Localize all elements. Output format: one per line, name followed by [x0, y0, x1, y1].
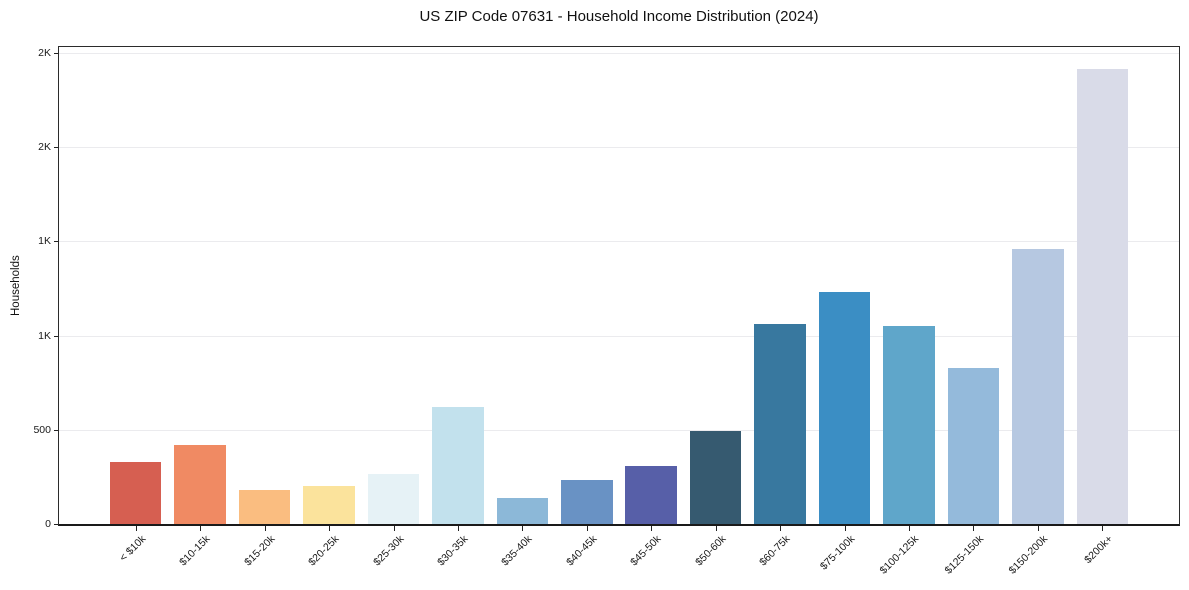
x-tick-mark-12 — [909, 526, 910, 531]
gridline-500 — [59, 429, 1179, 431]
y-tick-label-1000: 1K — [38, 329, 51, 342]
bar-$40-45k — [561, 479, 613, 524]
x-tick-label-3: $20-25k — [306, 533, 342, 569]
bar-$200k+ — [1076, 69, 1129, 524]
x-tick-label-13: $125-150k — [942, 533, 986, 577]
x-tick-mark-5 — [457, 526, 459, 531]
x-tick-label-10: $60-75k — [757, 533, 793, 569]
x-tick-label-0: < $10k — [117, 533, 149, 564]
x-tick-label-5: $30-35k — [435, 533, 471, 569]
x-tick-label-11: $75-100k — [817, 533, 857, 573]
x-tick-label-1: $10-15k — [177, 533, 213, 569]
y-tick-label-0: 0 — [45, 518, 51, 530]
x-tick-mark-4 — [393, 526, 395, 531]
bar-$125-150k — [947, 367, 1000, 524]
y-tick-label-2500: 2K — [38, 46, 51, 59]
bar-$10-15k — [174, 444, 226, 524]
gridline-1000 — [59, 335, 1179, 337]
x-tick-label-4: $25-30k — [370, 533, 406, 569]
y-tick-mark-0 — [54, 524, 58, 525]
x-tick-mark-6 — [522, 526, 524, 531]
bar-$100-125k — [883, 326, 935, 524]
chart-title: US ZIP Code 07631 - Household Income Dis… — [419, 8, 819, 25]
bar-$45-50k — [625, 465, 677, 524]
bar-$15-20k — [238, 490, 291, 524]
y-tick-mark-500 — [54, 429, 58, 431]
y-tick-mark-2500 — [54, 52, 58, 54]
x-tick-label-8: $45-50k — [628, 533, 664, 569]
x-tick-mark-2 — [264, 526, 266, 531]
bar-$50-60k — [689, 431, 742, 524]
y-tick-label-2000: 2K — [38, 140, 51, 153]
bar-$30-35k — [432, 407, 484, 524]
bar-< $10k — [109, 462, 162, 524]
bar-$75-100k — [818, 291, 871, 524]
bar-$150-200k — [1012, 248, 1064, 524]
x-tick-mark-3 — [329, 526, 330, 531]
x-tick-mark-9 — [715, 526, 717, 531]
x-tick-label-2: $15-20k — [241, 533, 278, 569]
x-tick-mark-8 — [651, 526, 653, 531]
bar-$35-40k — [496, 498, 549, 524]
x-tick-mark-7 — [586, 526, 588, 531]
x-tick-mark-14 — [1037, 526, 1039, 531]
x-tick-label-9: $50-60k — [692, 533, 729, 569]
bar-$25-30k — [367, 473, 420, 524]
plot-area — [58, 46, 1180, 526]
x-tick-mark-13 — [973, 526, 975, 531]
y-tick-mark-2000 — [54, 146, 58, 148]
bar-$20-25k — [303, 486, 355, 524]
y-tick-label-1500: 1K — [38, 235, 51, 248]
x-tick-label-12: $100-125k — [877, 533, 922, 577]
gridline-2000 — [59, 146, 1179, 148]
x-tick-mark-11 — [844, 526, 846, 531]
x-tick-mark-1 — [200, 526, 202, 531]
x-tick-label-15: $200k+ — [1081, 533, 1115, 567]
x-tick-mark-10 — [780, 526, 782, 531]
gridline-1500 — [59, 241, 1179, 243]
y-tick-label-500: 500 — [33, 423, 51, 436]
y-tick-mark-1500 — [54, 241, 58, 243]
y-tick-mark-1000 — [54, 335, 58, 337]
x-tick-mark-0 — [135, 526, 137, 531]
x-tick-mark-15 — [1102, 526, 1104, 531]
gridline-2500 — [59, 52, 1179, 54]
x-tick-label-14: $150-200k — [1006, 533, 1051, 577]
bar-$60-75k — [754, 323, 806, 524]
x-tick-label-7: $40-45k — [563, 533, 600, 569]
x-tick-label-6: $35-40k — [499, 533, 535, 569]
y-axis-label: Households — [10, 255, 22, 317]
